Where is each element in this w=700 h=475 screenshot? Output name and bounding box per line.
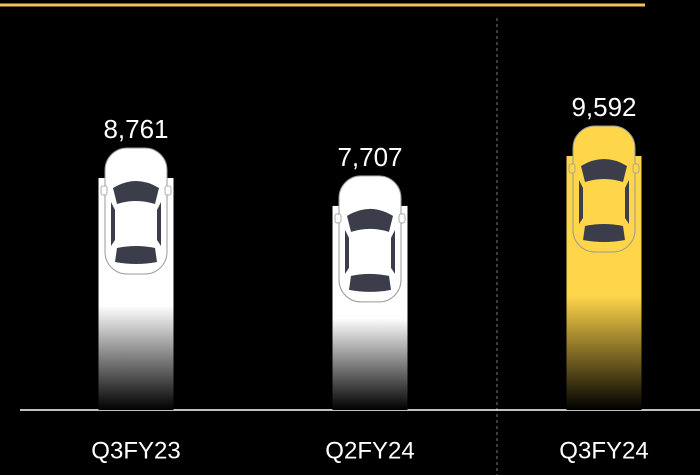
x-tick-label: Q3FY24 — [559, 437, 648, 464]
car-icon — [569, 126, 639, 252]
car-icon — [335, 176, 405, 302]
value-label: 8,761 — [103, 114, 168, 144]
car-icon — [101, 148, 171, 274]
x-tick-label: Q3FY23 — [91, 437, 180, 464]
chart: 8,761 Q3FY23 7,707 Q2FY24 9,592 Q3FY24 — [0, 0, 700, 475]
value-label: 9,592 — [571, 92, 636, 122]
x-tick-label: Q2FY24 — [325, 437, 414, 464]
value-label: 7,707 — [337, 142, 402, 172]
